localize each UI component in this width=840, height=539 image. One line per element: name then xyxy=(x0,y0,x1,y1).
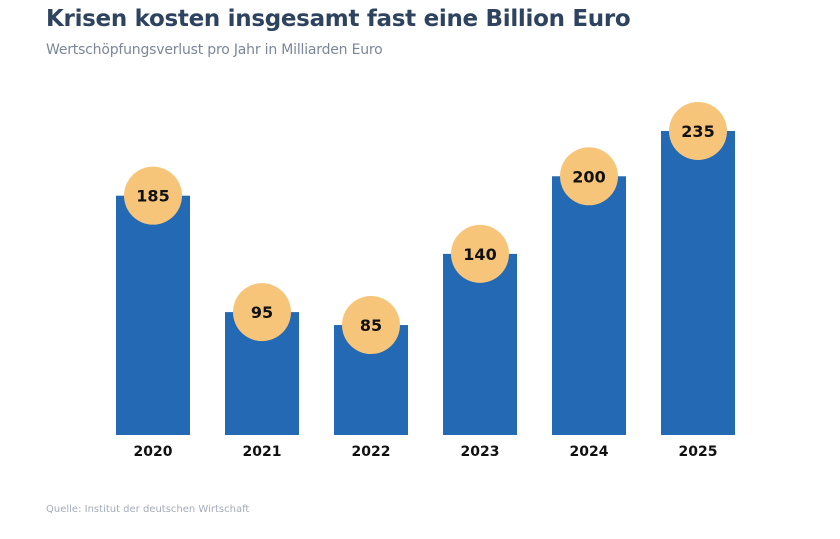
x-tick-label-2024: 2024 xyxy=(570,444,609,460)
x-tick-label-2023: 2023 xyxy=(461,444,500,460)
value-circle-2021 xyxy=(233,283,291,342)
x-tick-label-2025: 2025 xyxy=(679,444,718,460)
x-tick-label-2020: 2020 xyxy=(134,444,173,460)
data-label-2025: 235 xyxy=(681,122,714,141)
source-note: Quelle: Institut der deutschen Wirtschaf… xyxy=(46,504,250,515)
bar-2024 xyxy=(552,176,626,435)
value-circle-2024 xyxy=(560,147,618,206)
data-label-2020: 185 xyxy=(136,187,169,206)
chart-title: Krisen kosten insgesamt fast eine Billio… xyxy=(46,6,631,32)
x-tick-label-2021: 2021 xyxy=(243,444,282,460)
value-circle-2025 xyxy=(669,102,727,160)
data-label-2023: 140 xyxy=(463,245,496,264)
x-tick-label-2022: 2022 xyxy=(352,444,391,460)
data-label-2024: 200 xyxy=(572,167,605,186)
data-label-2022: 85 xyxy=(360,316,382,335)
data-label-2021: 95 xyxy=(251,303,273,322)
bar-2023 xyxy=(443,253,517,435)
bar-2020 xyxy=(116,195,190,435)
value-circle-2020 xyxy=(124,166,182,225)
bar-2025 xyxy=(661,131,735,435)
value-circle-2023 xyxy=(451,224,509,283)
chart-subtitle: Wertschöpfungsverlust pro Jahr in Millia… xyxy=(46,42,383,58)
value-circle-2022 xyxy=(342,296,400,355)
